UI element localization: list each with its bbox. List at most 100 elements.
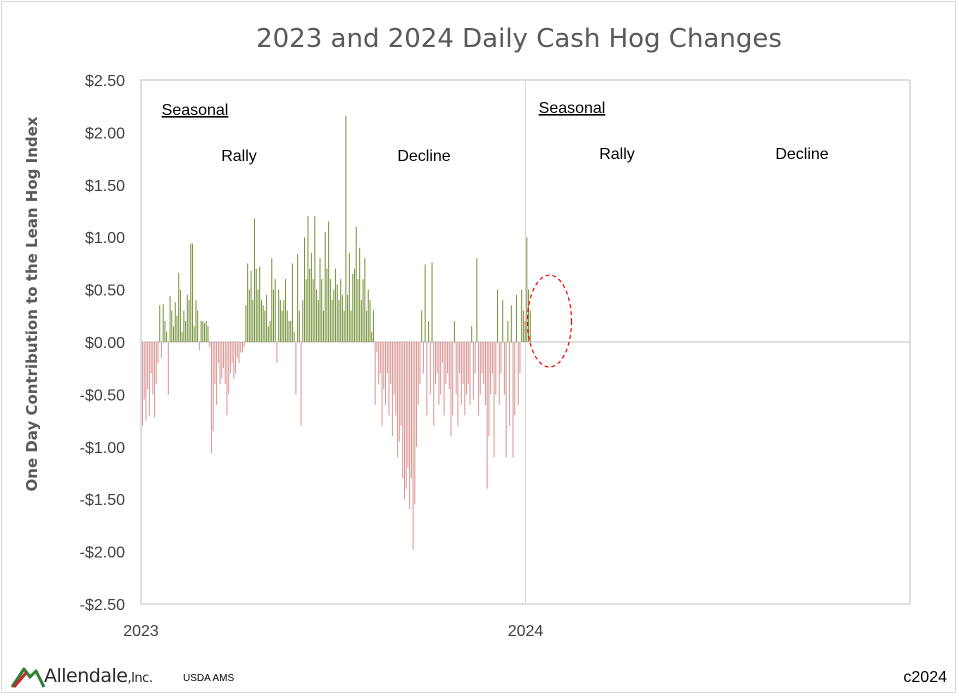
bar bbox=[185, 321, 187, 342]
bar bbox=[402, 342, 404, 479]
bar bbox=[464, 342, 466, 416]
bar bbox=[245, 305, 247, 342]
bar bbox=[285, 279, 287, 342]
bar bbox=[174, 302, 176, 342]
bar bbox=[495, 342, 497, 395]
bar bbox=[466, 342, 468, 395]
bar bbox=[450, 342, 452, 437]
x-tick-label: 2023 bbox=[123, 623, 159, 640]
bar bbox=[183, 310, 185, 342]
bar bbox=[367, 289, 369, 342]
bar bbox=[293, 331, 295, 342]
bar bbox=[254, 218, 256, 342]
bar bbox=[159, 305, 161, 342]
bar bbox=[448, 342, 450, 390]
bar bbox=[154, 342, 156, 418]
bar bbox=[428, 321, 430, 342]
y-tick-label: $2.00 bbox=[85, 125, 125, 142]
bar bbox=[400, 342, 402, 426]
bar bbox=[374, 342, 376, 405]
bar bbox=[257, 289, 259, 342]
bar bbox=[214, 342, 216, 384]
bar bbox=[422, 342, 424, 374]
bar bbox=[290, 321, 292, 342]
bar bbox=[452, 342, 454, 416]
bar bbox=[312, 279, 314, 342]
bar bbox=[328, 221, 330, 342]
bars-group bbox=[142, 115, 531, 550]
bar bbox=[243, 342, 245, 348]
bar bbox=[264, 310, 266, 342]
bar bbox=[226, 342, 228, 416]
bar bbox=[371, 331, 373, 342]
bar bbox=[453, 321, 455, 342]
bar bbox=[305, 279, 307, 342]
bar bbox=[412, 342, 414, 550]
bar bbox=[410, 342, 412, 479]
bar bbox=[360, 300, 362, 342]
bar bbox=[526, 237, 528, 342]
bar bbox=[145, 342, 147, 421]
bar bbox=[195, 300, 197, 342]
bar bbox=[162, 304, 164, 342]
bar bbox=[224, 342, 226, 384]
bar bbox=[143, 342, 145, 400]
y-tick-label: -$2.50 bbox=[80, 597, 125, 614]
bar bbox=[152, 342, 154, 395]
bar bbox=[147, 342, 149, 390]
bar bbox=[419, 342, 421, 384]
y-tick-label: $1.50 bbox=[85, 178, 125, 195]
bar bbox=[210, 342, 212, 454]
bar bbox=[500, 342, 502, 374]
bar bbox=[379, 342, 381, 374]
bar bbox=[238, 342, 240, 363]
bar bbox=[278, 289, 280, 342]
bar bbox=[297, 253, 299, 342]
bar bbox=[260, 300, 262, 342]
bar bbox=[438, 342, 440, 405]
bar bbox=[369, 300, 371, 342]
bar bbox=[207, 326, 209, 342]
bar bbox=[212, 342, 214, 432]
bar bbox=[517, 342, 519, 405]
bar bbox=[269, 321, 271, 342]
bar bbox=[314, 216, 316, 342]
bar bbox=[219, 342, 221, 384]
bar bbox=[490, 342, 492, 395]
bar bbox=[171, 310, 173, 342]
bar bbox=[326, 268, 328, 342]
bar bbox=[310, 252, 312, 342]
bar bbox=[441, 342, 443, 363]
bar bbox=[507, 321, 509, 342]
bar bbox=[348, 252, 350, 342]
bar bbox=[405, 342, 407, 489]
bar bbox=[481, 342, 483, 374]
bar bbox=[471, 326, 473, 342]
bar bbox=[241, 342, 243, 353]
bar bbox=[266, 294, 268, 342]
bar bbox=[512, 342, 514, 458]
bar bbox=[414, 342, 416, 505]
bar bbox=[322, 310, 324, 342]
bar bbox=[179, 289, 181, 342]
bar bbox=[248, 289, 250, 342]
bar bbox=[178, 272, 180, 342]
bar bbox=[167, 342, 169, 395]
bar bbox=[407, 342, 409, 468]
bar bbox=[142, 342, 143, 426]
bar bbox=[336, 284, 338, 342]
bar bbox=[416, 342, 418, 447]
bar bbox=[240, 342, 242, 353]
bar bbox=[331, 300, 333, 342]
bar bbox=[409, 342, 411, 510]
bar bbox=[186, 294, 188, 342]
bar bbox=[352, 273, 354, 342]
bar bbox=[209, 342, 211, 348]
bar bbox=[378, 342, 380, 384]
y-tick-label: $1.00 bbox=[85, 230, 125, 247]
bar bbox=[391, 342, 393, 437]
bar bbox=[398, 342, 400, 442]
bar bbox=[472, 342, 474, 400]
bar bbox=[484, 342, 486, 405]
bar bbox=[329, 279, 331, 342]
